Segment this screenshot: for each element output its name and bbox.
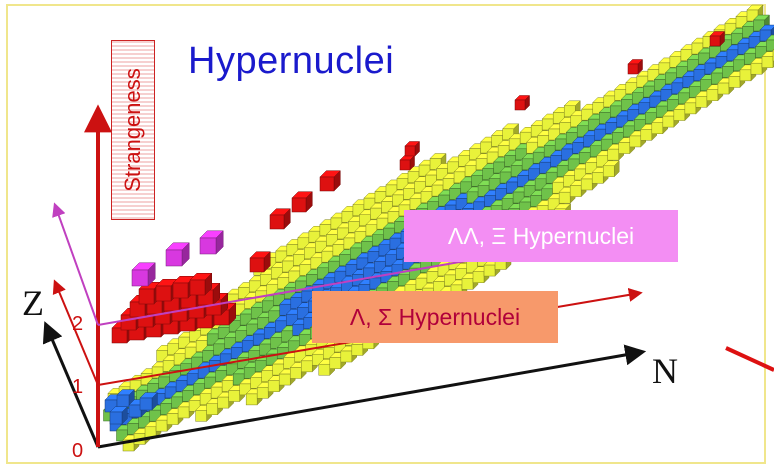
- hypernucleus-cube: [404, 140, 421, 157]
- hypernucleus-cube: [709, 30, 726, 47]
- nuclide-cube: [139, 391, 159, 411]
- nuclide-cube: [602, 160, 620, 178]
- hypernucleus-cube: [627, 58, 644, 75]
- z-axis-letter: Z: [22, 283, 44, 323]
- hypernucleus-cube: [249, 251, 271, 273]
- tick-1: 1: [72, 376, 84, 398]
- tick-0: 0: [72, 440, 84, 462]
- decorative-red-stroke: [725, 346, 774, 372]
- z-axis: [42, 321, 100, 448]
- hypernucleus-cube: [269, 208, 291, 230]
- nuclide-cube: [109, 405, 129, 425]
- n-axis-letter: N: [652, 351, 678, 391]
- single-hypernuclei-label: Λ, Σ Hypernuclei: [312, 291, 558, 343]
- frame-border: [6, 4, 766, 464]
- n-axis: [97, 344, 647, 449]
- strangeness-label: Strangeness: [120, 68, 145, 192]
- double-hypernucleus-cube: [131, 262, 156, 287]
- hypernucleus-cube: [514, 94, 531, 111]
- diagram-title: Hypernuclei: [188, 40, 395, 82]
- hypernucleus-cube: [319, 170, 341, 192]
- hypernuclei-cubes: [111, 30, 726, 344]
- double-hypernuclei-label: ΛΛ, Ξ Hypernuclei: [404, 210, 678, 262]
- hypernucleus-cube: [399, 154, 416, 171]
- hypernucleus-cube: [291, 191, 313, 213]
- hypernucleus-cube: [189, 272, 213, 296]
- tick-2: 2: [72, 313, 84, 335]
- double-hypernucleus-cube: [199, 230, 224, 255]
- strangeness-label-box: [111, 40, 155, 220]
- level1-z-axis: [52, 279, 99, 386]
- level2-z-axis: [52, 202, 99, 326]
- double-hypernucleus-cube: [165, 242, 190, 267]
